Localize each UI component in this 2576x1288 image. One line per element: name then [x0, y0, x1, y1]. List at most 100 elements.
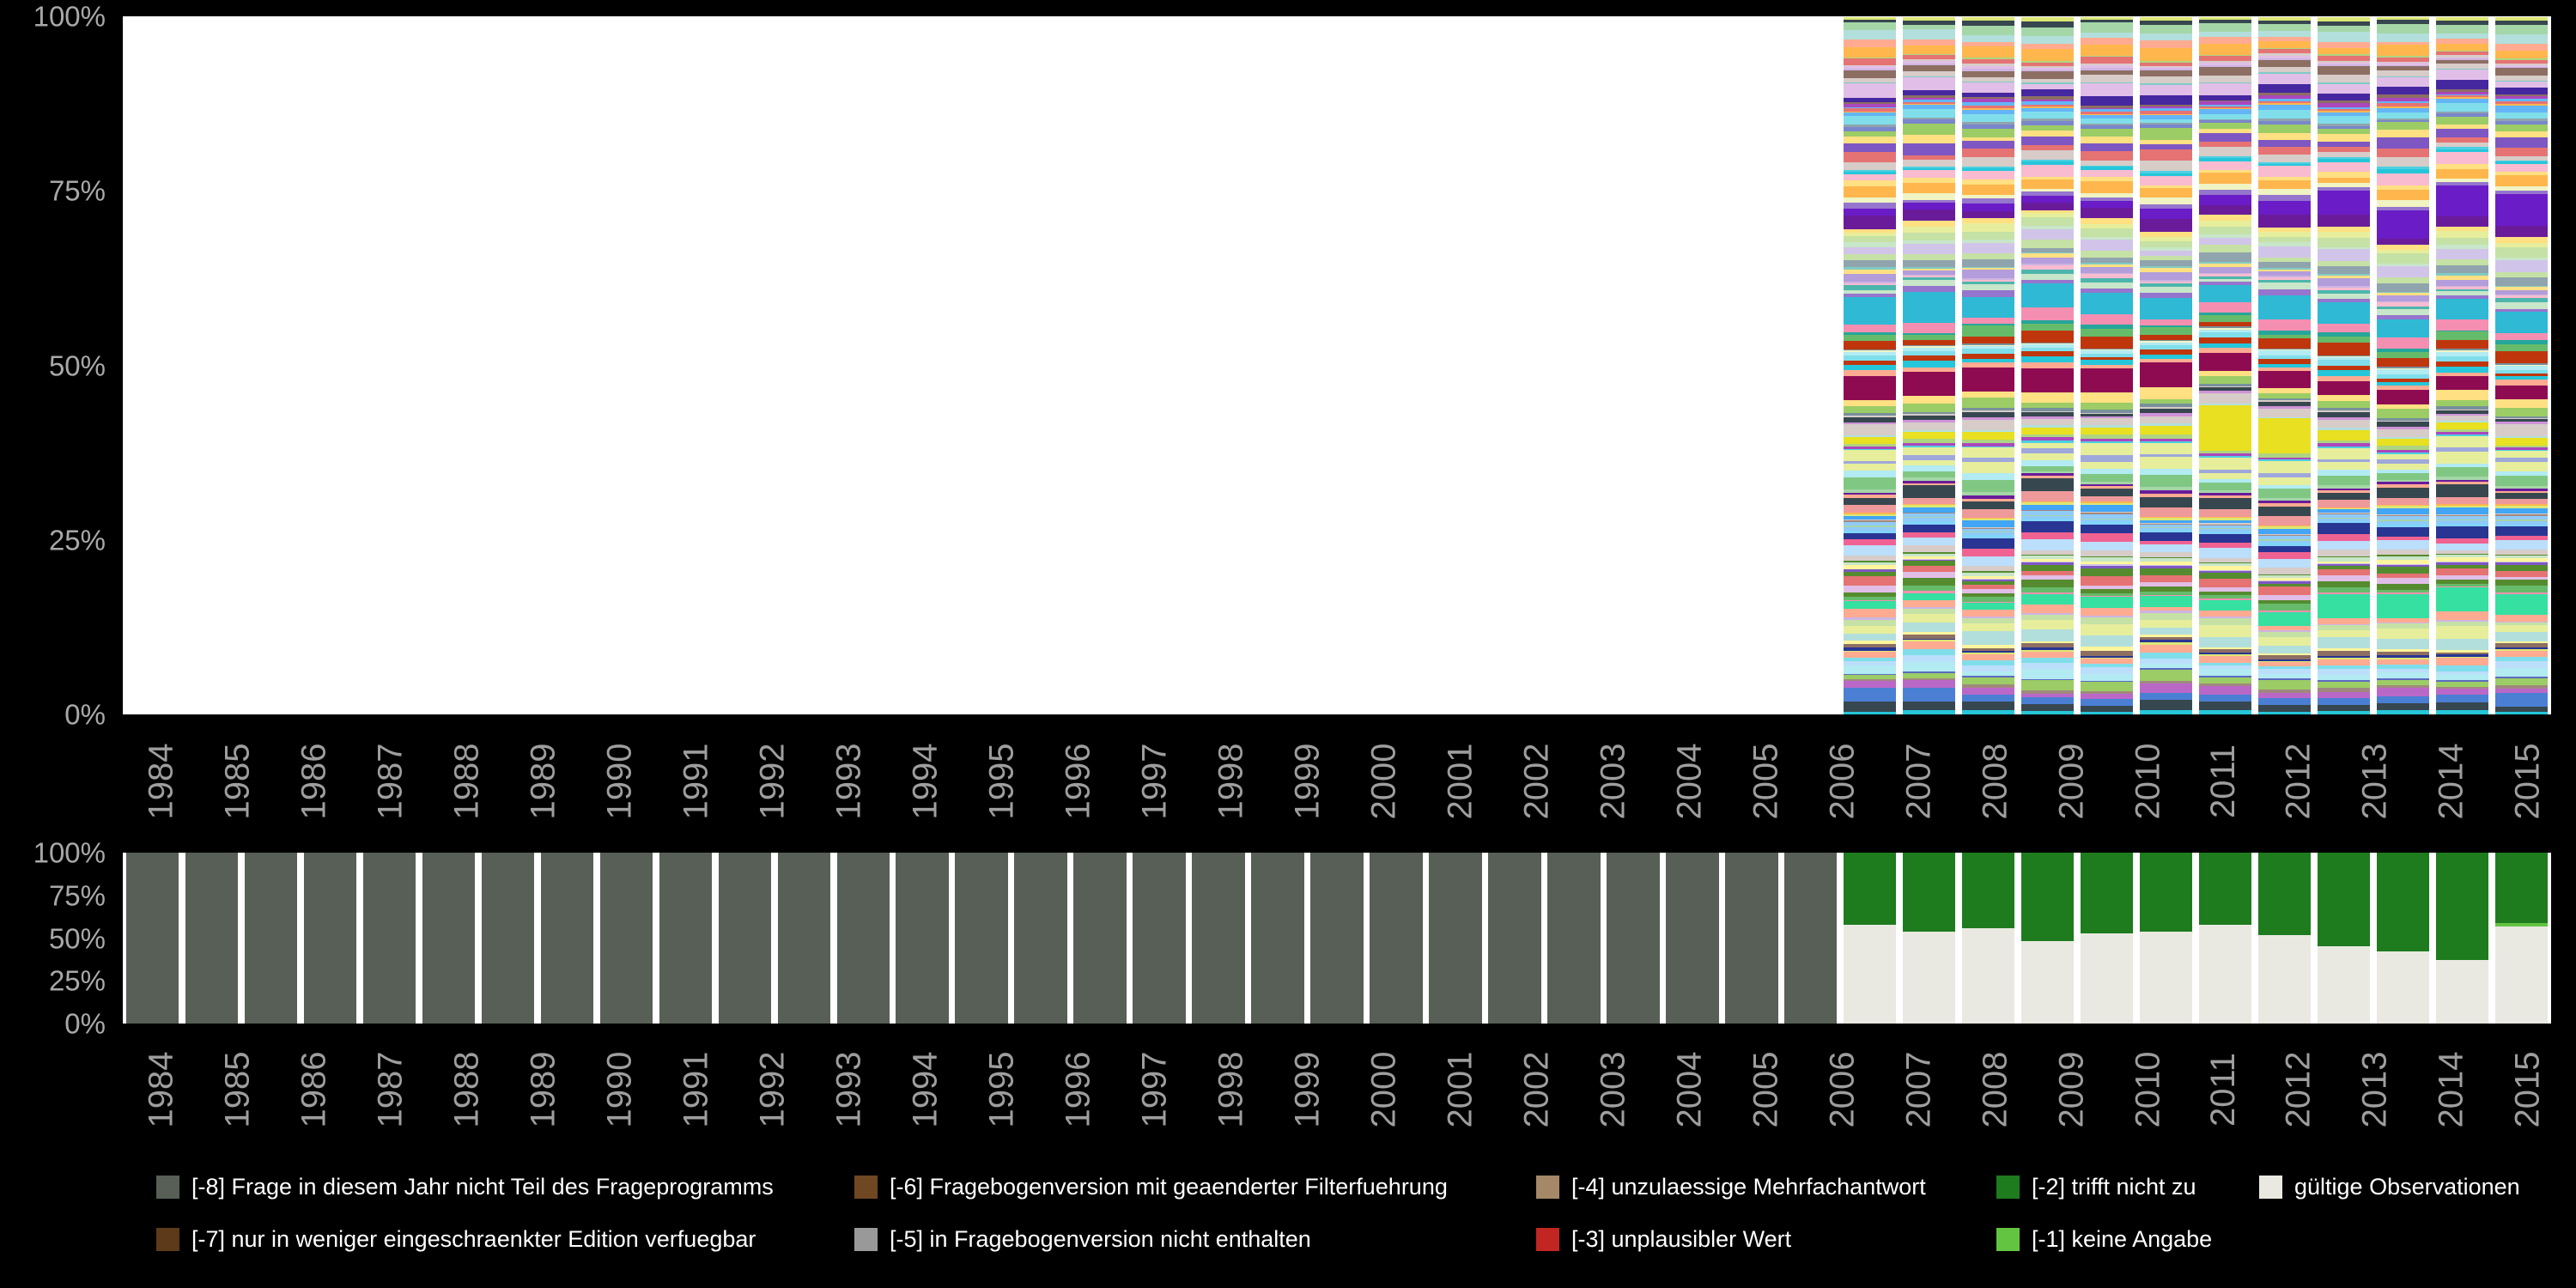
x-tick-label: 1999: [1288, 1051, 1327, 1127]
bar-segment: [1903, 183, 1956, 194]
x-tick-slot: 2006: [1804, 1031, 1880, 1147]
bar-segment: [2139, 21, 2193, 26]
bar-segment: [1844, 522, 1897, 526]
bar-segment: [2080, 325, 2134, 329]
bar-segment: [1962, 618, 2015, 623]
bar-segment: [2198, 686, 2252, 695]
top-stacked-bar-2016: [2021, 16, 2075, 714]
bar-segment: [2435, 574, 2489, 580]
bar-segment: [1844, 702, 1897, 713]
bar-segment: [2021, 150, 2075, 161]
bar-segment: [1962, 601, 2015, 604]
bar-segment: [2080, 585, 2134, 590]
bar-segment: [1844, 46, 1897, 58]
bar-segment: [2257, 166, 2312, 174]
bar-segment: [1962, 21, 2015, 27]
bar-segment: [2257, 66, 2312, 72]
bar-segment: [2376, 94, 2430, 98]
bar-segment: [2257, 401, 2312, 407]
bar-segment: [1962, 367, 2015, 392]
bar-segment: [2021, 424, 2075, 428]
x-tick-slot: 2004: [1651, 1031, 1728, 1147]
bar-segment: [2198, 158, 2252, 161]
x-tick-label: 2013: [2355, 743, 2394, 819]
bar-segment: [1903, 221, 1956, 227]
bar-segment: [2317, 636, 2371, 648]
bar-segment: [1844, 229, 1897, 234]
bar-segment: [2139, 118, 2193, 124]
bar-segment: [1844, 236, 1897, 243]
bar-segment: [2317, 534, 2371, 542]
bar-segment: [2317, 103, 2371, 107]
bar-segment: [2080, 207, 2134, 218]
x-tick-label: 1984: [142, 743, 180, 819]
bar-segment: [1903, 254, 1956, 261]
bar-segment: [1844, 202, 1897, 210]
bar-segment: [2257, 17, 2312, 21]
bar-segment: [1844, 652, 1897, 658]
bar-segment: [2198, 599, 2252, 611]
bar-segment: [2317, 83, 2371, 94]
bar-segment: [2021, 570, 2075, 576]
bar-segment: [2139, 670, 2193, 681]
bar-segment: [1903, 61, 1956, 64]
bar-segment: [1962, 491, 2015, 495]
bar-segment: [2317, 488, 2371, 490]
bar-segment: [2080, 74, 2134, 82]
bar-segment: [1903, 170, 1956, 175]
bar-segment: [2080, 501, 2134, 503]
bar-segment: [1903, 411, 1956, 415]
bar-segment: [2021, 229, 2075, 240]
bar-segment: [2376, 639, 2430, 650]
bar-segment: [1844, 360, 1897, 365]
x-tick-slot: 2003: [1575, 1031, 1651, 1147]
bar-segment: [2317, 586, 2371, 593]
bar-segment: [2139, 293, 2193, 299]
bar-segment: [2257, 246, 2312, 258]
bar-segment: [2494, 521, 2549, 526]
bar-segment: [836, 853, 890, 1024]
bar-segment: [2317, 509, 2371, 513]
bar-segment: [2080, 474, 2134, 483]
bar-segment: [2198, 337, 2252, 343]
bar-segment: [2376, 445, 2430, 450]
bar-segment: [2021, 362, 2075, 368]
bar-segment: [2139, 398, 2193, 404]
bar-segment: [2494, 536, 2549, 540]
bar-segment: [1844, 449, 1897, 462]
bar-segment: [2494, 277, 2549, 287]
bar-segment: [2257, 646, 2312, 653]
bar-segment: [2139, 683, 2193, 694]
bar-segment: [2376, 77, 2430, 88]
bar-segment: [2435, 259, 2489, 266]
bar-segment: [2139, 552, 2193, 557]
bar-segment: [2021, 125, 2075, 131]
bar-segment: [2317, 82, 2371, 84]
bar-segment: [2494, 286, 2549, 288]
bar-segment: [2494, 112, 2549, 119]
bar-segment: [2376, 64, 2430, 67]
bar-segment: [1547, 853, 1601, 1024]
bar-segment: [1844, 97, 1897, 103]
bar-segment: [2317, 489, 2371, 491]
bar-segment: [2021, 69, 2075, 71]
bar-segment: [2376, 565, 2430, 568]
bar-segment: [1844, 531, 1897, 534]
x-tick-label: 1993: [829, 743, 868, 819]
bar-segment: [1844, 470, 1897, 478]
bar-segment: [1903, 240, 1956, 245]
x-tick-label: 2000: [1364, 1051, 1403, 1127]
bar-segment: [1903, 202, 1956, 210]
bar-segment: [2494, 147, 2549, 157]
bar-segment: [2139, 596, 2193, 607]
bar-segment: [2494, 515, 2549, 520]
bar-segment: [2376, 506, 2430, 508]
bar-segment: [1844, 58, 1897, 65]
bar-segment: [1844, 592, 1897, 598]
x-tick-slot: 2002: [1498, 1031, 1575, 1147]
bar-segment: [1903, 671, 1956, 673]
bar-segment: [1962, 432, 2015, 440]
bar-segment: [2257, 124, 2312, 134]
bar-segment: [2257, 368, 2312, 371]
bar-segment: [2139, 931, 2193, 1024]
